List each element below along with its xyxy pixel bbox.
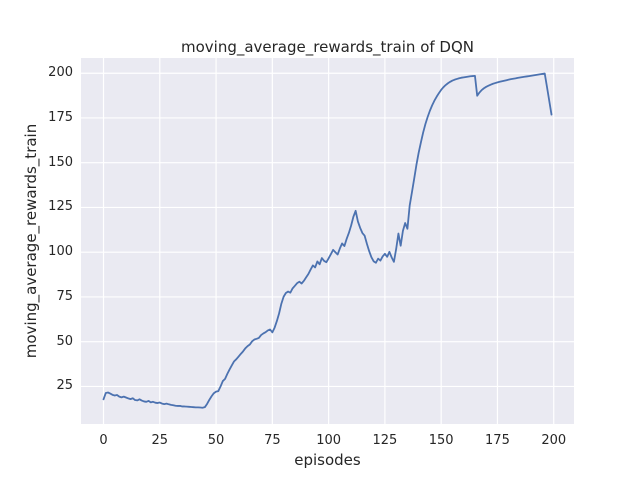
y-tick-label: 25 <box>56 378 73 394</box>
x-tick-label: 50 <box>207 433 225 448</box>
x-tick-label: 175 <box>485 433 510 448</box>
y-tick-label: 200 <box>48 65 73 81</box>
y-tick-label: 125 <box>48 199 73 215</box>
plot-background <box>81 58 574 424</box>
chart-title: moving_average_rewards_train of DQN <box>180 38 475 56</box>
x-tick-label: 125 <box>372 433 398 448</box>
x-tick-label: 150 <box>428 433 454 448</box>
y-tick-label: 175 <box>48 109 73 125</box>
y-tick-label: 75 <box>56 288 73 304</box>
x-tick-label: 25 <box>151 433 169 448</box>
y-tick-label: 100 <box>48 244 73 260</box>
x-tick-label: 100 <box>316 433 342 448</box>
x-axis-label: episodes <box>294 451 361 469</box>
x-tick-label: 0 <box>99 433 108 448</box>
x-tick-label: 200 <box>541 433 567 448</box>
y-tick-label: 150 <box>48 154 73 170</box>
x-tick-label: 75 <box>264 433 281 448</box>
y-tick-label: 50 <box>56 333 73 349</box>
data-line <box>102 72 553 409</box>
